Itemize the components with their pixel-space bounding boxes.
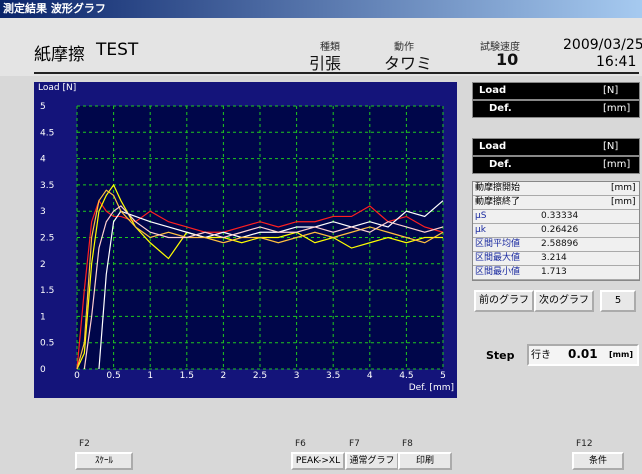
- step-value: 0.01: [568, 347, 598, 361]
- data-line: [76, 189, 444, 370]
- result-label: 区間最大値: [475, 253, 521, 263]
- function-key: F7: [349, 439, 360, 449]
- readout-unit: [N]: [603, 85, 619, 96]
- result-row: 区間最大値 3.214: [473, 252, 639, 266]
- type-label: 種類: [320, 42, 340, 53]
- result-value: 3.214: [541, 253, 567, 263]
- prev-graph-button[interactable]: 前のグラフ: [474, 290, 534, 312]
- speed-label: 試験速度: [480, 42, 520, 53]
- results-table: 動摩擦開始 [mm] 動摩擦終了 [mm] μS 0.33334 μk 0.26426 区間平均…: [472, 181, 640, 281]
- step-direction: 行き: [531, 350, 551, 361]
- x-tick-label: 3: [294, 371, 300, 381]
- y-tick-label: 4.5: [40, 128, 54, 138]
- readout: Def. [mm]: [472, 156, 640, 174]
- y-tick-label: 0.5: [40, 339, 54, 349]
- result-value: 0.26426: [541, 225, 579, 235]
- header-rule: [34, 72, 639, 74]
- result-label: μS: [475, 211, 487, 221]
- step-field[interactable]: [527, 344, 639, 366]
- readout-label: Load: [479, 85, 507, 96]
- y-tick-label: 2.5: [40, 234, 54, 244]
- result-label: 動摩擦開始: [475, 183, 521, 193]
- function-key: F2: [79, 439, 90, 449]
- y-tick-label: 2: [40, 260, 46, 270]
- result-row: 区間平均値 2.58896: [473, 238, 639, 252]
- readout-label: Def.: [489, 159, 512, 170]
- result-label: μk: [475, 225, 486, 235]
- readout-label: Load: [479, 141, 507, 152]
- graph-count: 5: [600, 290, 636, 312]
- action: タワミ: [384, 54, 433, 73]
- result-row: 動摩擦終了 [mm]: [473, 196, 639, 210]
- readout: Load [N]: [472, 82, 640, 100]
- y-tick-label: 0: [40, 365, 46, 375]
- function-button[interactable]: 印刷: [398, 452, 452, 470]
- readout-unit: [N]: [603, 141, 619, 152]
- function-button[interactable]: 条件: [572, 452, 624, 470]
- chart: Load [N] Def. [mm] 0 0.5 1 1.5 2 2.5 3 3.5 4 4.5 5…: [34, 82, 457, 398]
- next-graph-button[interactable]: 次のグラフ: [534, 290, 594, 312]
- date: 2009/03/25: [563, 37, 642, 53]
- x-axis-label: Def. [mm]: [409, 383, 454, 393]
- y-axis-label: Load [N]: [38, 83, 76, 93]
- function-key: F6: [295, 439, 306, 449]
- result-unit: [mm]: [611, 197, 636, 207]
- x-tick-label: 2: [221, 371, 227, 381]
- x-tick-label: 5: [440, 371, 446, 381]
- result-unit: [mm]: [611, 183, 636, 193]
- y-tick-label: 1: [40, 312, 46, 322]
- header: [0, 18, 642, 76]
- type: 引張: [309, 54, 342, 73]
- action-label: 動作: [394, 42, 414, 53]
- result-label: 区間最小値: [475, 267, 521, 277]
- x-tick-label: 3.5: [326, 371, 340, 381]
- result-value: 0.33334: [541, 211, 579, 221]
- y-tick-label: 5: [40, 102, 46, 112]
- x-tick-label: 1: [147, 371, 153, 381]
- x-tick-label: 1.5: [180, 371, 194, 381]
- readout-label: Def.: [489, 103, 512, 114]
- y-tick-label: 3.5: [40, 181, 54, 191]
- data-line: [83, 205, 444, 370]
- result-value: 2.58896: [541, 239, 579, 249]
- function-key: F8: [402, 439, 413, 449]
- x-tick-label: 0.5: [106, 371, 120, 381]
- sample: TEST: [96, 40, 139, 60]
- time: 16:41: [596, 54, 637, 70]
- result-value: 1.713: [541, 267, 567, 277]
- speed: 10: [496, 50, 519, 69]
- y-tick-label: 1.5: [40, 286, 54, 296]
- x-tick-label: 2.5: [253, 371, 267, 381]
- result-row: 動摩擦開始 [mm]: [473, 182, 639, 196]
- result-label: 区間平均値: [475, 239, 521, 249]
- y-tick-label: 3: [40, 207, 46, 217]
- material: 紙摩擦: [34, 45, 85, 65]
- step-unit: [mm]: [609, 350, 633, 359]
- readout: Def. [mm]: [472, 100, 640, 118]
- x-tick-label: 0: [74, 371, 80, 381]
- result-label: 動摩擦終了: [475, 197, 521, 207]
- function-button[interactable]: 通常グラフ: [345, 452, 399, 470]
- result-row: μS 0.33334: [473, 210, 639, 224]
- step-label: Step: [486, 349, 515, 362]
- readout: Load [N]: [472, 138, 640, 156]
- result-row: 区間最小値 1.713: [473, 266, 639, 280]
- x-tick-label: 4: [367, 371, 373, 381]
- function-button[interactable]: PEAK->XL: [291, 452, 345, 470]
- x-tick-label: 4.5: [399, 371, 413, 381]
- readout-unit: [mm]: [603, 103, 631, 114]
- function-button[interactable]: ｽｹｰﾙ: [75, 452, 133, 470]
- title-bar: 測定結果 波形グラフ: [0, 0, 642, 18]
- function-key: F12: [576, 439, 593, 449]
- readout-unit: [mm]: [603, 159, 631, 170]
- result-row: μk 0.26426: [473, 224, 639, 238]
- y-tick-label: 4: [40, 155, 46, 165]
